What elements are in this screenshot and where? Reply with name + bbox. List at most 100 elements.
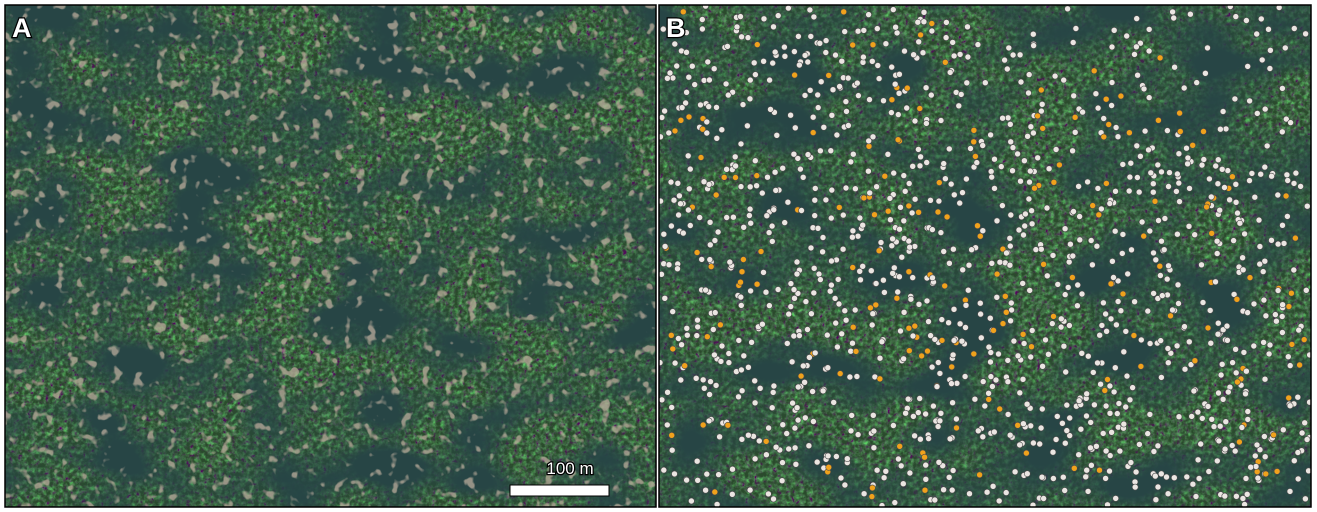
tree-marker [1235,210,1241,216]
tree-marker [1275,288,1281,294]
tree-marker [1240,496,1246,502]
tree-marker [723,81,729,87]
tree-marker [736,394,742,400]
tree-marker [1007,432,1013,438]
dead-tree-marker [942,59,948,65]
tree-marker [1147,228,1153,234]
dead-tree-marker [1103,96,1109,102]
tree-marker [1062,226,1068,232]
dead-tree-marker [1141,233,1147,239]
tree-marker [901,356,907,362]
tree-marker [881,475,887,481]
dead-tree-marker [698,155,704,161]
tree-marker [1100,300,1106,306]
tree-marker [1059,420,1065,426]
tree-marker [1261,339,1267,345]
tree-marker [661,261,667,267]
tree-marker [771,496,777,502]
tree-marker [965,24,971,30]
dead-tree-marker [1029,344,1035,350]
tree-marker [699,256,705,262]
tree-marker [988,374,994,380]
tree-marker [662,108,668,114]
tree-marker [950,352,956,358]
tree-marker [1109,258,1115,264]
dead-tree-marker [1168,313,1174,319]
tree-marker [963,325,969,331]
tree-marker [1146,48,1152,54]
tree-marker [910,163,916,169]
tree-marker [893,24,899,30]
tree-marker [1304,437,1310,443]
dead-tree-marker [873,302,879,308]
tree-marker [1115,299,1121,305]
dead-tree-marker [850,265,856,271]
tree-marker [1030,31,1036,37]
tree-marker [1028,423,1034,429]
tree-marker [902,188,908,194]
tree-marker [1280,427,1286,433]
tree-marker [917,163,923,169]
tree-marker [714,104,720,110]
tree-marker [1166,184,1172,190]
dead-tree-marker [1051,313,1057,319]
tree-marker [769,223,775,229]
tree-marker [711,66,717,72]
tree-marker [788,281,794,287]
tree-marker [938,118,944,124]
dead-tree-marker [1138,363,1144,369]
tree-marker [1174,171,1180,177]
tree-marker [1020,280,1026,286]
tree-marker [1182,324,1188,330]
tree-marker [1134,143,1140,149]
tree-marker [712,238,718,244]
tree-marker [907,244,913,250]
tree-marker [1107,410,1113,416]
tree-marker [939,317,945,323]
tree-marker [1085,179,1091,185]
tree-marker [752,158,758,164]
dead-tree-marker [717,322,723,328]
tree-marker [694,333,700,339]
tree-marker [688,498,694,504]
tree-marker [923,462,929,468]
tree-marker [1249,170,1255,176]
dead-tree-marker [1038,87,1044,93]
tree-marker [1028,124,1034,130]
tree-marker [1185,161,1191,167]
tree-marker [821,124,827,130]
tree-marker [901,173,907,179]
tree-marker [812,350,818,356]
tree-marker [962,374,968,380]
tree-marker [866,138,872,144]
tree-marker [708,379,714,385]
tree-marker [706,104,712,110]
tree-marker [707,219,713,225]
dead-tree-marker [1069,275,1075,281]
dead-tree-marker [1101,134,1107,140]
dead-tree-marker [922,487,928,493]
tree-marker [880,277,886,283]
tree-marker [687,223,693,229]
tree-marker [1104,328,1110,334]
tree-marker [667,70,673,76]
tree-marker [823,50,829,56]
tree-marker [1220,396,1226,402]
tree-marker [1262,164,1268,170]
tree-marker [1284,213,1290,219]
tree-marker [1128,160,1134,166]
tree-marker [1103,403,1109,409]
dead-tree-marker [712,489,718,495]
tree-marker [1111,27,1117,33]
tree-marker [1064,428,1070,434]
tree-marker [1174,343,1180,349]
tree-marker [1109,429,1115,435]
tree-marker [1155,484,1161,490]
tree-marker [1005,357,1011,363]
tree-marker [1225,168,1231,174]
tree-marker [1138,337,1144,343]
dead-tree-marker [876,248,882,254]
tree-marker [693,375,699,381]
tree-marker [671,197,677,203]
tree-marker [1232,448,1238,454]
